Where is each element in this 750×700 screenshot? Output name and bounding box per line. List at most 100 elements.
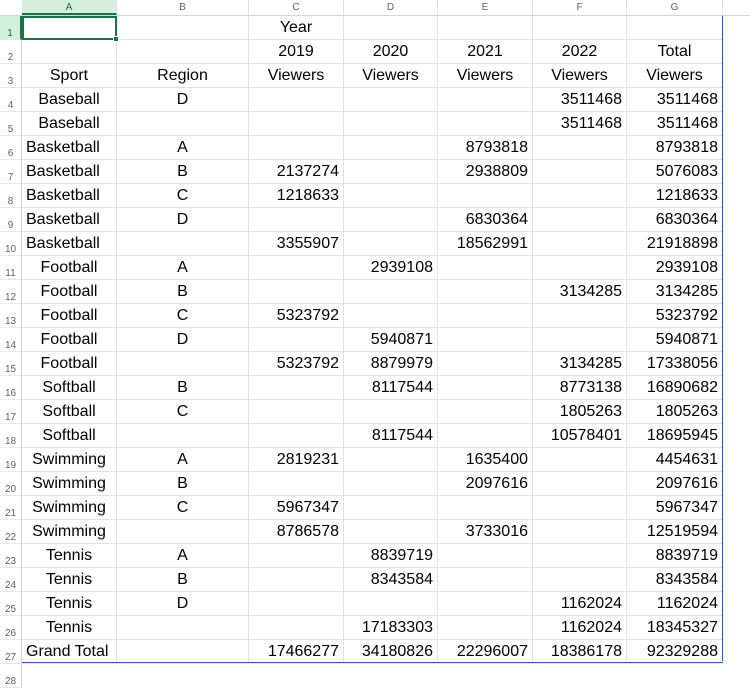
cell-f7[interactable] (533, 160, 627, 184)
cell-f22[interactable] (533, 520, 627, 544)
cell-c27[interactable]: 17466277 (249, 640, 344, 664)
cell-f3[interactable]: Viewers (533, 64, 627, 88)
cell-c5[interactable] (249, 112, 344, 136)
cell-f17[interactable]: 1805263 (533, 400, 627, 424)
cell-g15[interactable]: 17338056 (627, 352, 723, 376)
cell-a23[interactable]: Tennis (22, 544, 117, 568)
cell-b7[interactable]: B (117, 160, 249, 184)
cell-f27[interactable]: 18386178 (533, 640, 627, 664)
cell-c22[interactable]: 8786578 (249, 520, 344, 544)
cell-d16[interactable]: 8117544 (344, 376, 438, 400)
cell-f21[interactable] (533, 496, 627, 520)
cell-d25[interactable] (344, 592, 438, 616)
cell-c16[interactable] (249, 376, 344, 400)
cell-a5[interactable]: Baseball (22, 112, 117, 136)
row-header-21[interactable]: 21 (0, 496, 22, 520)
cell-b15[interactable] (117, 352, 249, 376)
cell-e19[interactable]: 1635400 (438, 448, 533, 472)
cell-d13[interactable] (344, 304, 438, 328)
cell-f14[interactable] (533, 328, 627, 352)
cell-b22[interactable] (117, 520, 249, 544)
cell-d1[interactable] (344, 16, 438, 40)
row-header-4[interactable]: 4 (0, 88, 22, 112)
row-header-24[interactable]: 24 (0, 568, 22, 592)
cell-a11[interactable]: Football (22, 256, 117, 280)
cell-d12[interactable] (344, 280, 438, 304)
cell-a27[interactable]: Grand Total (22, 640, 117, 664)
cell-f15[interactable]: 3134285 (533, 352, 627, 376)
cell-e21[interactable] (438, 496, 533, 520)
row-header-10[interactable]: 10 (0, 232, 22, 256)
cell-c3[interactable]: Viewers (249, 64, 344, 88)
cell-a12[interactable]: Football (22, 280, 117, 304)
cell-a6[interactable]: Basketball (22, 136, 117, 160)
cell-d15[interactable]: 8879979 (344, 352, 438, 376)
row-header-22[interactable]: 22 (0, 520, 22, 544)
cell-d8[interactable] (344, 184, 438, 208)
cell-g9[interactable]: 6830364 (627, 208, 723, 232)
cell-f9[interactable] (533, 208, 627, 232)
cell-b8[interactable]: C (117, 184, 249, 208)
cell-c18[interactable] (249, 424, 344, 448)
cell-c19[interactable]: 2819231 (249, 448, 344, 472)
cell-a20[interactable]: Swimming (22, 472, 117, 496)
cell-a15[interactable]: Football (22, 352, 117, 376)
cell-a19[interactable]: Swimming (22, 448, 117, 472)
cell-d20[interactable] (344, 472, 438, 496)
cell-c11[interactable] (249, 256, 344, 280)
cell-c4[interactable] (249, 88, 344, 112)
cell-d7[interactable] (344, 160, 438, 184)
cell-b21[interactable]: C (117, 496, 249, 520)
cell-d9[interactable] (344, 208, 438, 232)
cell-c26[interactable] (249, 616, 344, 640)
cell-e26[interactable] (438, 616, 533, 640)
cell-e4[interactable] (438, 88, 533, 112)
cell-e25[interactable] (438, 592, 533, 616)
cell-g20[interactable]: 2097616 (627, 472, 723, 496)
cell-a17[interactable]: Softball (22, 400, 117, 424)
cell-g16[interactable]: 16890682 (627, 376, 723, 400)
cell-f24[interactable] (533, 568, 627, 592)
cell-c1[interactable]: Year (249, 16, 344, 40)
cell-d27[interactable]: 34180826 (344, 640, 438, 664)
cell-f11[interactable] (533, 256, 627, 280)
cell-c15[interactable]: 5323792 (249, 352, 344, 376)
cell-a10[interactable]: Basketball (22, 232, 117, 256)
cell-a14[interactable]: Football (22, 328, 117, 352)
row-header-12[interactable]: 12 (0, 280, 22, 304)
cell-c20[interactable] (249, 472, 344, 496)
cell-e23[interactable] (438, 544, 533, 568)
cell-b9[interactable]: D (117, 208, 249, 232)
cell-e1[interactable] (438, 16, 533, 40)
row-header-26[interactable]: 26 (0, 616, 22, 640)
cell-e20[interactable]: 2097616 (438, 472, 533, 496)
row-header-6[interactable]: 6 (0, 136, 22, 160)
cell-d4[interactable] (344, 88, 438, 112)
column-header-b[interactable]: B (117, 0, 249, 15)
cell-g5[interactable]: 3511468 (627, 112, 723, 136)
cell-b25[interactable]: D (117, 592, 249, 616)
cell-c10[interactable]: 3355907 (249, 232, 344, 256)
cell-e16[interactable] (438, 376, 533, 400)
cell-a25[interactable]: Tennis (22, 592, 117, 616)
cell-b5[interactable] (117, 112, 249, 136)
cell-b11[interactable]: A (117, 256, 249, 280)
row-header-9[interactable]: 9 (0, 208, 22, 232)
cell-d11[interactable]: 2939108 (344, 256, 438, 280)
fill-handle[interactable] (113, 36, 119, 42)
cell-e27[interactable]: 22296007 (438, 640, 533, 664)
cell-f5[interactable]: 3511468 (533, 112, 627, 136)
row-header-25[interactable]: 25 (0, 592, 22, 616)
cell-b10[interactable] (117, 232, 249, 256)
cell-g4[interactable]: 3511468 (627, 88, 723, 112)
row-header-7[interactable]: 7 (0, 160, 22, 184)
cell-c23[interactable] (249, 544, 344, 568)
cell-a2[interactable] (22, 40, 117, 64)
cell-f8[interactable] (533, 184, 627, 208)
cell-e15[interactable] (438, 352, 533, 376)
cell-e3[interactable]: Viewers (438, 64, 533, 88)
cell-d21[interactable] (344, 496, 438, 520)
row-header-23[interactable]: 23 (0, 544, 22, 568)
cell-e22[interactable]: 3733016 (438, 520, 533, 544)
cell-d26[interactable]: 17183303 (344, 616, 438, 640)
